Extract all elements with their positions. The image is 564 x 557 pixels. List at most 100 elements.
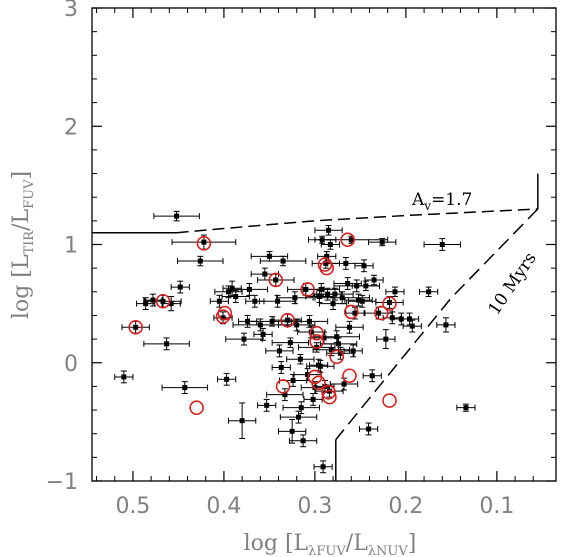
data-point <box>308 329 314 335</box>
y-tick-label: 1 <box>64 234 78 259</box>
data-point <box>327 242 333 247</box>
data-point <box>224 376 230 382</box>
highlight-circle <box>196 236 212 251</box>
data-point <box>343 260 349 266</box>
highlight-circle <box>322 389 337 405</box>
x-tick-label: 0.3 <box>297 494 332 519</box>
highlight-circle <box>309 334 325 349</box>
data-point <box>354 283 360 289</box>
data-point <box>260 331 266 337</box>
data-point <box>387 299 393 305</box>
highlight-circle <box>382 296 397 311</box>
data-point <box>160 298 166 304</box>
data-point <box>324 253 330 259</box>
data-point <box>328 347 334 353</box>
highlight-circle <box>309 325 325 341</box>
highlight-circle <box>321 385 336 400</box>
data-point <box>300 438 306 444</box>
data-point <box>341 381 347 387</box>
data-point <box>363 283 369 289</box>
data-point <box>168 301 174 307</box>
data-point <box>317 363 323 369</box>
x-axis-title: log [LλFUV/LλNUV] <box>244 531 417 557</box>
data-point <box>287 340 293 346</box>
x-axis-ticks: 0.5 0.4 0.3 0.2 0.1 <box>96 8 534 519</box>
data-point <box>239 418 245 424</box>
highlight-circle <box>268 272 284 288</box>
data-point <box>133 324 139 330</box>
data-point <box>443 322 449 328</box>
data-point <box>306 318 312 324</box>
highlight-circle <box>189 400 204 415</box>
x-tick-label: 0.5 <box>115 494 150 519</box>
data-point <box>298 405 304 411</box>
data-point <box>245 318 251 324</box>
data-point <box>289 428 295 434</box>
data-point <box>318 286 324 292</box>
data-point <box>320 464 326 470</box>
data-point <box>346 324 352 330</box>
x-tick-label: 0.4 <box>206 494 241 519</box>
data-point <box>276 348 282 354</box>
data-point <box>336 341 342 347</box>
data-point <box>407 316 413 322</box>
highlight-circle <box>280 312 295 328</box>
av-annotation-prefix: A <box>411 190 425 210</box>
data-point <box>398 316 404 322</box>
data-point <box>383 336 389 342</box>
y-tick-label: 3 <box>64 0 78 22</box>
y-tick-label: 0 <box>64 352 78 377</box>
data-point <box>316 294 322 300</box>
data-point <box>361 263 367 269</box>
data-point <box>319 237 325 243</box>
highlight-circle <box>300 282 315 297</box>
y-axis-title: log [LTIR/LFUV] <box>9 171 37 319</box>
av-annotation-sub: v <box>423 199 431 213</box>
data-point <box>366 426 372 432</box>
data-point <box>285 317 291 323</box>
highlight-circle <box>311 375 326 391</box>
data-point <box>275 298 281 304</box>
data-point <box>216 298 222 304</box>
x-tick-label: 0.2 <box>388 494 423 519</box>
data-point <box>220 315 226 321</box>
data-point <box>303 286 309 292</box>
y-tick-label: −1 <box>46 470 78 495</box>
curve-av-dashed <box>176 208 538 234</box>
data-point <box>143 301 149 307</box>
data-point <box>326 227 332 233</box>
curve-age-dashed <box>335 208 539 441</box>
data-point <box>197 258 203 264</box>
highlight-circle <box>343 304 359 320</box>
y-axis-ticks: −1 0 1 2 3 <box>46 0 556 495</box>
data-point <box>229 285 235 291</box>
data-point <box>262 271 268 277</box>
data-point <box>177 284 183 290</box>
data-point <box>409 323 415 329</box>
highlight-circle <box>319 260 335 276</box>
age-annotation: 10 Myrs <box>485 249 541 319</box>
highlight-circle <box>275 379 291 394</box>
data-point <box>252 298 258 304</box>
data-point <box>305 372 311 378</box>
data-point <box>246 286 252 292</box>
data-point <box>356 297 362 303</box>
highlight-circle <box>340 232 355 248</box>
data-point <box>269 318 275 324</box>
data-point <box>174 213 180 219</box>
data-point <box>439 242 445 247</box>
data-point <box>321 335 327 341</box>
data-point <box>294 322 300 328</box>
data-point <box>290 377 296 383</box>
data-point <box>330 301 336 307</box>
highlight-circle <box>382 393 397 408</box>
data-point <box>264 402 270 408</box>
data-point <box>121 374 127 380</box>
x-tick-label: 0.1 <box>479 494 514 519</box>
data-point <box>323 260 329 266</box>
data-point <box>325 291 331 297</box>
model-curves <box>92 173 539 481</box>
data-point <box>334 334 340 340</box>
data-point <box>282 392 288 398</box>
data-point <box>292 295 298 301</box>
